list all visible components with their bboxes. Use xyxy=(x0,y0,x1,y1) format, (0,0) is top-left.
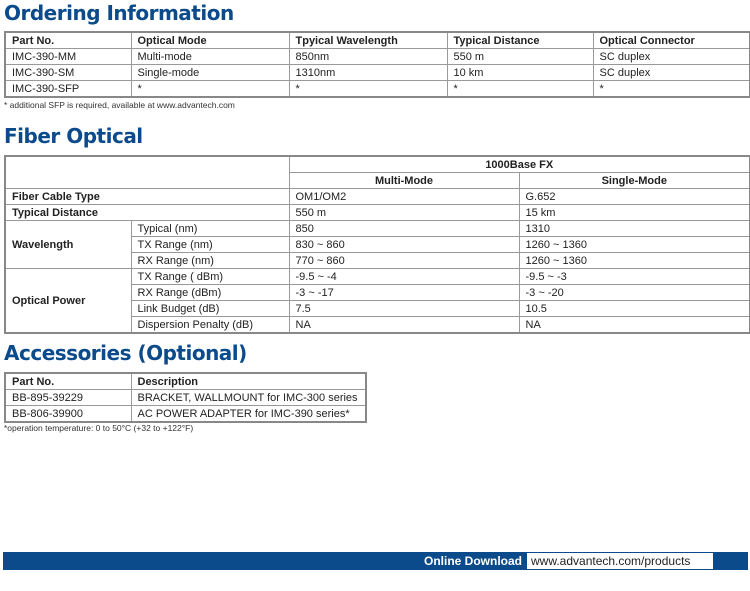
accessories-title: Accessories (Optional) xyxy=(4,341,247,365)
accessories-table: Part No. Description BB-895-39229 BRACKET,… xyxy=(4,372,367,423)
cell: 1310nm xyxy=(288,64,448,81)
cell: TX Range (nm) xyxy=(130,236,290,253)
table-row: BB-895-39229 BRACKET, WALLMOUNT for IMC-3… xyxy=(4,389,367,406)
download-url-link[interactable]: www.advantech.com/products xyxy=(527,553,713,569)
accessories-note: *operation temperature: 0 to 50°C (+32 t… xyxy=(4,423,194,433)
cell: 830 ~ 860 xyxy=(288,236,520,253)
cell: Dispersion Penalty (dB) xyxy=(130,316,290,334)
cell: * xyxy=(592,80,750,98)
table-row: Link Budget (dB) 7.5 10.5 xyxy=(5,300,750,317)
header-cell: Part No. xyxy=(4,31,132,49)
header-cell: Typical Distance xyxy=(446,31,594,49)
row-label: Wavelength xyxy=(4,220,132,269)
table-row: RX Range (nm) 770 ~ 860 1260 ~ 1360 xyxy=(5,252,750,269)
cell: NA xyxy=(288,316,520,334)
cell: 1260 ~ 1360 xyxy=(518,252,750,269)
cell: Single-mode xyxy=(130,64,290,81)
table-row: IMC-390-SFP * * * * xyxy=(4,80,750,98)
cell: Typical (nm) xyxy=(130,220,290,237)
cell: * xyxy=(130,80,290,98)
table-row: Dispersion Penalty (dB) NA NA xyxy=(5,316,750,334)
cell: 850nm xyxy=(288,48,448,65)
table-row: IMC-390-SM Single-mode 1310nm 10 km SC duple… xyxy=(4,64,750,81)
table-row: Fiber Cable Type OM1/OM2 G.652 xyxy=(4,188,750,205)
header-cell: Part No. xyxy=(4,372,132,390)
cell: -3 ~ -17 xyxy=(288,284,520,301)
cell: 10 km xyxy=(446,64,594,81)
cell: 10.5 xyxy=(518,300,750,317)
cell: 550 m xyxy=(288,204,520,221)
header-cell: Tpyical Wavelength xyxy=(288,31,448,49)
cell: 15 km xyxy=(518,204,750,221)
ordering-title: Ordering Information xyxy=(4,1,234,25)
header-cell: Description xyxy=(130,372,367,390)
cell: 1260 ~ 1360 xyxy=(518,236,750,253)
cell: RX Range (nm) xyxy=(130,252,290,269)
cell: 850 xyxy=(288,220,520,237)
table-header-row: Part No. Optical Mode Tpyical Wavelength… xyxy=(4,31,750,49)
table-row: BB-806-39900 AC POWER ADAPTER for IMC-390… xyxy=(4,405,367,423)
cell: Multi-mode xyxy=(130,48,290,65)
cell: -9.5 ~ -4 xyxy=(288,268,520,285)
row-label: Optical Power xyxy=(4,268,132,334)
table-header-row: Part No. Description xyxy=(4,372,367,390)
group-header: 1000Base FX xyxy=(288,155,750,173)
cell: 1310 xyxy=(518,220,750,237)
cell: -9.5 ~ -3 xyxy=(518,268,750,285)
table-row: Wavelength Typical (nm) 850 1310 xyxy=(4,220,750,269)
cell: AC POWER ADAPTER for IMC-390 series* xyxy=(130,405,367,423)
cell: BRACKET, WALLMOUNT for IMC-300 series xyxy=(130,389,367,406)
cell: 770 ~ 860 xyxy=(288,252,520,269)
cell: SC duplex xyxy=(592,64,750,81)
fiber-table: 1000Base FX Multi-Mode Single-Mode Fiber … xyxy=(4,155,750,334)
row-label: Typical Distance xyxy=(4,204,290,221)
cell: BB-806-39900 xyxy=(4,405,132,423)
cell: BB-895-39229 xyxy=(4,389,132,406)
cell: * xyxy=(288,80,448,98)
ordering-table: Part No. Optical Mode Tpyical Wavelength… xyxy=(4,31,750,98)
cell: OM1/OM2 xyxy=(288,188,520,205)
table-row: Optical Power TX Range ( dBm) -9.5 ~ -4 -9.… xyxy=(4,268,750,334)
cell: Link Budget (dB) xyxy=(130,300,290,317)
header-cell: Optical Mode xyxy=(130,31,290,49)
cell: 7.5 xyxy=(288,300,520,317)
cell: SC duplex xyxy=(592,48,750,65)
table-row: IMC-390-MM Multi-mode 850nm 550 m SC duplex xyxy=(4,48,750,65)
cell: IMC-390-SM xyxy=(4,64,132,81)
empty-cell xyxy=(4,155,290,189)
footer-bar: Online Download www.advantech.com/produc… xyxy=(3,552,748,570)
header-multi-mode: Multi-Mode xyxy=(288,172,520,189)
cell: 550 m xyxy=(446,48,594,65)
fiber-title: Fiber Optical xyxy=(4,124,143,148)
cell: IMC-390-MM xyxy=(4,48,132,65)
cell: * xyxy=(446,80,594,98)
cell: IMC-390-SFP xyxy=(4,80,132,98)
ordering-note: * additional SFP is required, available … xyxy=(4,100,235,110)
cell: G.652 xyxy=(518,188,750,205)
header-single-mode: Single-Mode xyxy=(518,172,750,189)
cell: -3 ~ -20 xyxy=(518,284,750,301)
row-label: Fiber Cable Type xyxy=(4,188,290,205)
cell: TX Range ( dBm) xyxy=(130,268,290,285)
header-cell: Optical Connector xyxy=(592,31,750,49)
online-download-label: Online Download xyxy=(424,554,522,568)
cell: RX Range (dBm) xyxy=(130,284,290,301)
table-row: Typical Distance 550 m 15 km xyxy=(4,204,750,221)
cell: NA xyxy=(518,316,750,334)
